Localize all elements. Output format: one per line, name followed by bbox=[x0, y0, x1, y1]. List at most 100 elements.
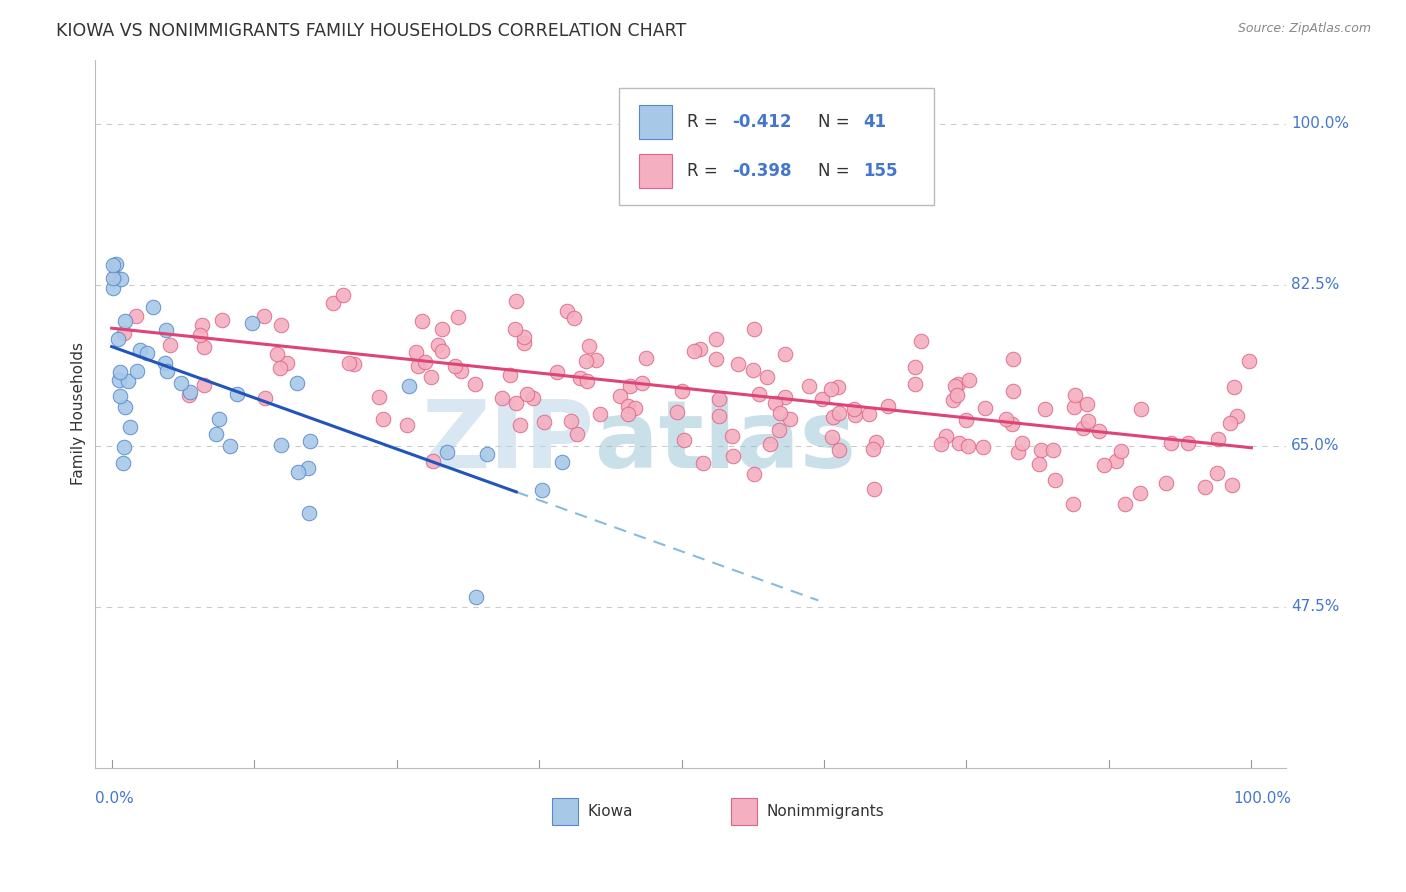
Point bbox=[266, 347, 288, 361]
Point bbox=[110, 365, 132, 379]
Point bbox=[475, 446, 498, 460]
Point bbox=[946, 376, 969, 391]
Point bbox=[942, 392, 965, 407]
Point bbox=[797, 379, 820, 393]
Point bbox=[332, 287, 354, 301]
Point bbox=[170, 376, 193, 390]
Point bbox=[117, 374, 139, 388]
Point bbox=[575, 374, 598, 388]
Point bbox=[1043, 473, 1066, 487]
Text: 41: 41 bbox=[863, 113, 886, 131]
Point bbox=[193, 378, 215, 392]
Point bbox=[692, 456, 714, 470]
Point bbox=[270, 318, 292, 332]
Point bbox=[755, 369, 778, 384]
FancyBboxPatch shape bbox=[731, 798, 756, 825]
Point bbox=[240, 316, 263, 330]
Point bbox=[430, 344, 453, 359]
Point bbox=[1001, 351, 1024, 366]
Point bbox=[862, 482, 884, 496]
Point bbox=[1071, 421, 1094, 435]
Point bbox=[107, 333, 129, 347]
FancyBboxPatch shape bbox=[619, 88, 934, 205]
Point bbox=[1007, 445, 1029, 459]
Point bbox=[1111, 444, 1133, 458]
Point bbox=[1029, 443, 1052, 458]
Point bbox=[768, 423, 790, 437]
Point bbox=[156, 364, 179, 378]
Point bbox=[560, 414, 582, 428]
Point bbox=[430, 321, 453, 335]
Point bbox=[270, 438, 292, 452]
Point bbox=[862, 442, 884, 456]
Point bbox=[208, 411, 231, 425]
Point bbox=[904, 376, 927, 391]
FancyBboxPatch shape bbox=[553, 798, 578, 825]
Point bbox=[727, 357, 749, 371]
Point bbox=[634, 351, 657, 365]
Text: Kiowa: Kiowa bbox=[588, 805, 633, 819]
Point bbox=[844, 408, 866, 422]
Point bbox=[1177, 436, 1199, 450]
Point bbox=[1223, 380, 1246, 394]
Point bbox=[742, 363, 765, 377]
Point bbox=[935, 429, 957, 443]
Point bbox=[129, 343, 152, 357]
Point bbox=[779, 412, 801, 426]
Point bbox=[112, 440, 135, 454]
Point bbox=[443, 359, 465, 373]
Point bbox=[1105, 454, 1128, 468]
Point bbox=[609, 389, 631, 403]
Point bbox=[672, 433, 695, 447]
Point bbox=[1088, 424, 1111, 438]
Point bbox=[464, 376, 486, 391]
Point bbox=[1114, 497, 1136, 511]
Point bbox=[689, 342, 711, 356]
Text: 65.0%: 65.0% bbox=[1291, 438, 1340, 453]
Point bbox=[505, 395, 527, 409]
Point bbox=[1033, 401, 1056, 416]
Point bbox=[446, 310, 468, 324]
Point bbox=[671, 384, 693, 398]
Point bbox=[1001, 417, 1024, 432]
Point bbox=[491, 391, 513, 405]
Point bbox=[343, 357, 366, 371]
Point bbox=[269, 361, 291, 376]
Text: 155: 155 bbox=[863, 161, 897, 179]
Point bbox=[101, 270, 124, 285]
Text: 82.5%: 82.5% bbox=[1291, 277, 1340, 293]
Point bbox=[127, 364, 149, 378]
Point bbox=[101, 281, 124, 295]
Point bbox=[285, 376, 308, 391]
Point bbox=[177, 387, 200, 401]
Point bbox=[567, 426, 589, 441]
Point bbox=[709, 392, 731, 407]
Point bbox=[1219, 416, 1241, 430]
Point bbox=[624, 401, 647, 415]
Point bbox=[842, 401, 865, 416]
Point bbox=[110, 389, 132, 403]
Text: 47.5%: 47.5% bbox=[1291, 599, 1340, 615]
Point bbox=[426, 338, 449, 352]
Point bbox=[619, 379, 641, 393]
Point bbox=[505, 294, 527, 309]
Point bbox=[276, 355, 298, 369]
Point bbox=[943, 379, 966, 393]
Point bbox=[1064, 388, 1087, 402]
Point bbox=[946, 387, 969, 401]
Point bbox=[827, 379, 849, 393]
Text: 0.0%: 0.0% bbox=[94, 791, 134, 805]
Text: -0.398: -0.398 bbox=[731, 161, 792, 179]
Point bbox=[297, 461, 319, 475]
Point bbox=[522, 391, 544, 405]
Point bbox=[531, 483, 554, 497]
FancyBboxPatch shape bbox=[638, 153, 672, 187]
Point bbox=[398, 378, 420, 392]
Point bbox=[298, 506, 321, 520]
Point bbox=[142, 300, 165, 314]
Point bbox=[704, 352, 727, 367]
Point bbox=[367, 390, 389, 404]
Point bbox=[758, 437, 780, 451]
Point bbox=[1092, 458, 1115, 472]
FancyBboxPatch shape bbox=[638, 105, 672, 139]
